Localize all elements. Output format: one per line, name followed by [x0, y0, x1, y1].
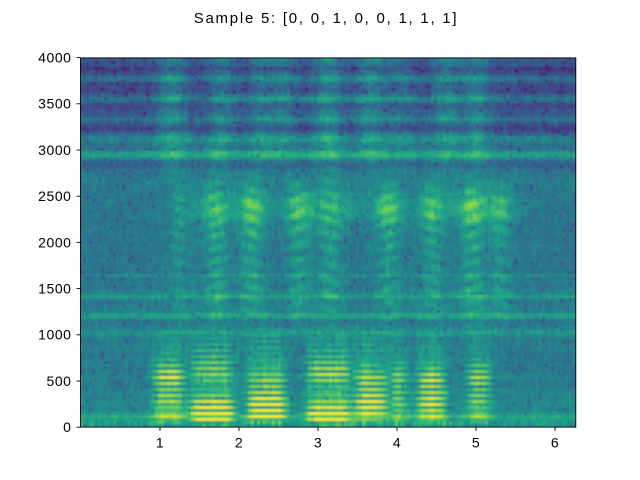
- svg-text:1000: 1000: [38, 327, 71, 343]
- svg-text:0: 0: [63, 419, 71, 435]
- svg-text:2: 2: [235, 435, 243, 451]
- svg-text:1500: 1500: [38, 281, 71, 297]
- svg-text:6: 6: [551, 435, 559, 451]
- svg-text:3000: 3000: [38, 142, 71, 158]
- svg-text:2500: 2500: [38, 188, 71, 204]
- svg-text:5: 5: [472, 435, 480, 451]
- svg-text:4000: 4000: [38, 50, 71, 66]
- svg-text:2000: 2000: [38, 234, 71, 250]
- svg-text:3: 3: [314, 435, 322, 451]
- svg-text:500: 500: [46, 373, 71, 389]
- svg-text:4: 4: [393, 435, 401, 451]
- svg-text:Sample 5: [0, 0, 1, 0, 0, 1, 1: Sample 5: [0, 0, 1, 0, 0, 1, 1, 1]: [194, 10, 459, 27]
- svg-text:3500: 3500: [38, 96, 71, 112]
- svg-text:1: 1: [156, 435, 164, 451]
